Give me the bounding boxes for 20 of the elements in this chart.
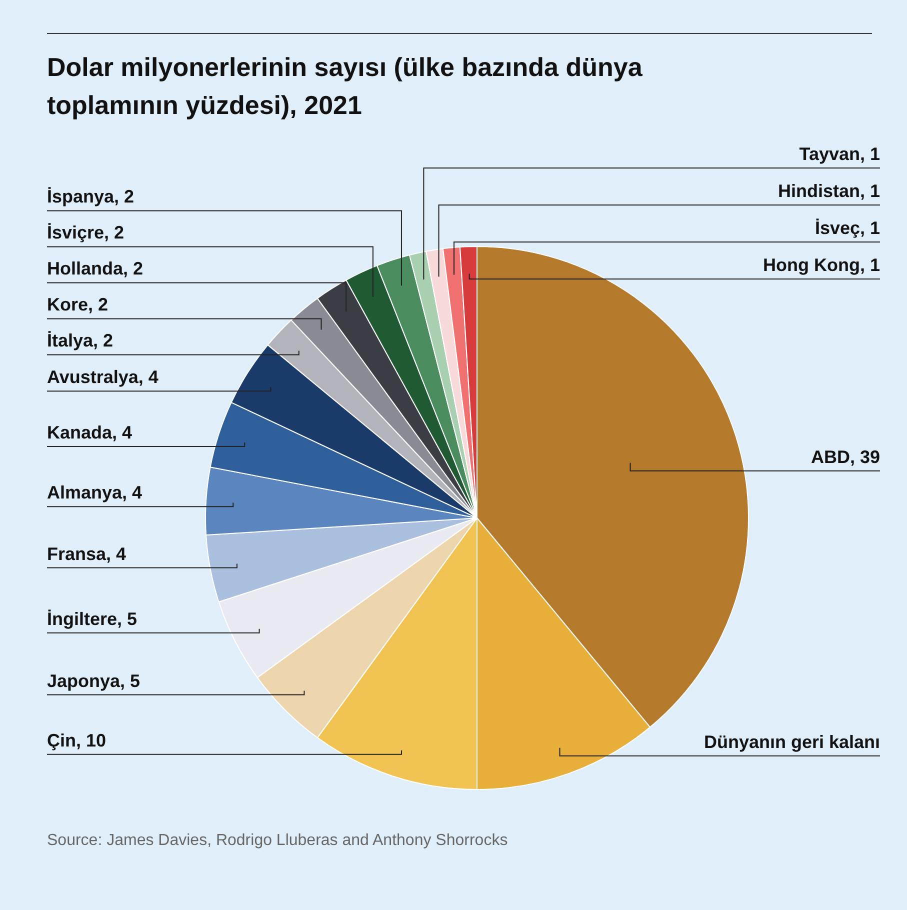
slice-label: Kore, 2 xyxy=(47,294,108,315)
slice-label: İngiltere, 5 xyxy=(47,608,138,629)
slice-label: İsviçre, 2 xyxy=(47,222,124,243)
slice-label: Dünyanın geri kalanı xyxy=(704,732,880,752)
chart-title: Dolar milyonerlerinin sayısı (ülke bazında dünya toplamının yüzdesi), 2021 xyxy=(47,51,644,122)
slice-label: Almanya, 4 xyxy=(47,482,142,503)
slice-label: Fransa, 4 xyxy=(47,544,126,564)
slice-label: Hollanda, 2 xyxy=(47,258,144,279)
slice-label: İsveç, 1 xyxy=(814,218,880,238)
slice-label: ABD, 39 xyxy=(810,446,880,467)
slice-label: Hindistan, 1 xyxy=(778,181,880,201)
slice-label: Japonya, 5 xyxy=(47,670,140,691)
slice-label: Avustralya, 4 xyxy=(47,367,158,388)
slice-label: Çin, 10 xyxy=(47,730,106,750)
slice-label: İtalya, 2 xyxy=(47,330,114,351)
slice-label: Hong Kong, 1 xyxy=(763,255,880,275)
source-note: Source: James Davies, Rodrigo Lluberas and Anthony Shorrocks xyxy=(47,831,509,851)
slice-label: Tayvan, 1 xyxy=(799,144,880,164)
slice-label: İspanya, 2 xyxy=(47,186,134,207)
slice-label: Kanada, 4 xyxy=(47,422,132,442)
